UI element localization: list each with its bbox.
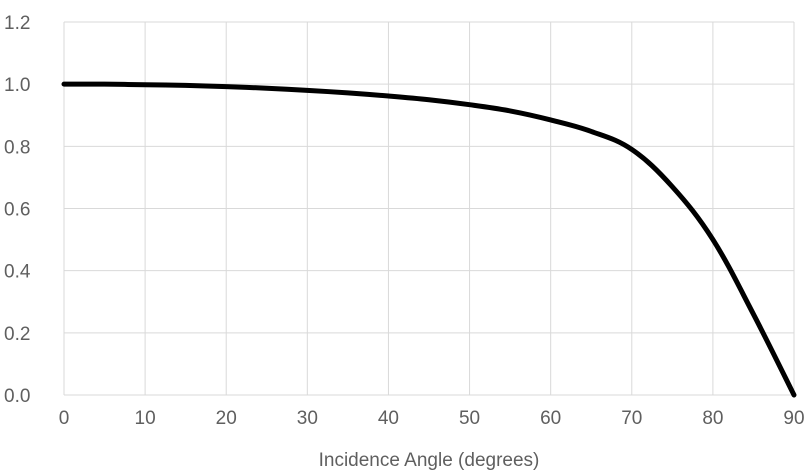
x-tick-label: 30 — [297, 408, 318, 429]
grid-layer — [63, 21, 795, 396]
tick-label-layer: 0 10 20 30 40 50 60 70 80 90 0.0 0.2 0.4 0.6 0.8 1.0 1.2 — [4, 13, 805, 429]
x-tick-label: 90 — [783, 408, 804, 429]
y-tick-label: 0.6 — [4, 200, 30, 221]
x-tick-label: 50 — [459, 408, 480, 429]
y-tick-label: 0.2 — [4, 324, 30, 345]
x-tick-label: 70 — [621, 408, 642, 429]
y-tick-label: 0.4 — [4, 262, 31, 283]
series-line-0 — [61, 81, 797, 398]
x-axis-title: Incidence Angle (degrees) — [319, 450, 540, 471]
x-tick-label: 80 — [702, 408, 723, 429]
y-tick-label: 1.0 — [4, 75, 30, 96]
x-tick-label: 40 — [378, 408, 399, 429]
y-tick-label: 1.2 — [4, 13, 30, 34]
x-tick-label: 20 — [216, 408, 237, 429]
x-tick-label: 60 — [540, 408, 561, 429]
series-layer — [61, 81, 797, 398]
y-tick-label: 0.0 — [4, 386, 30, 407]
x-tick-label: 0 — [59, 408, 70, 429]
y-tick-label: 0.8 — [4, 137, 30, 158]
x-tick-label: 10 — [135, 408, 156, 429]
